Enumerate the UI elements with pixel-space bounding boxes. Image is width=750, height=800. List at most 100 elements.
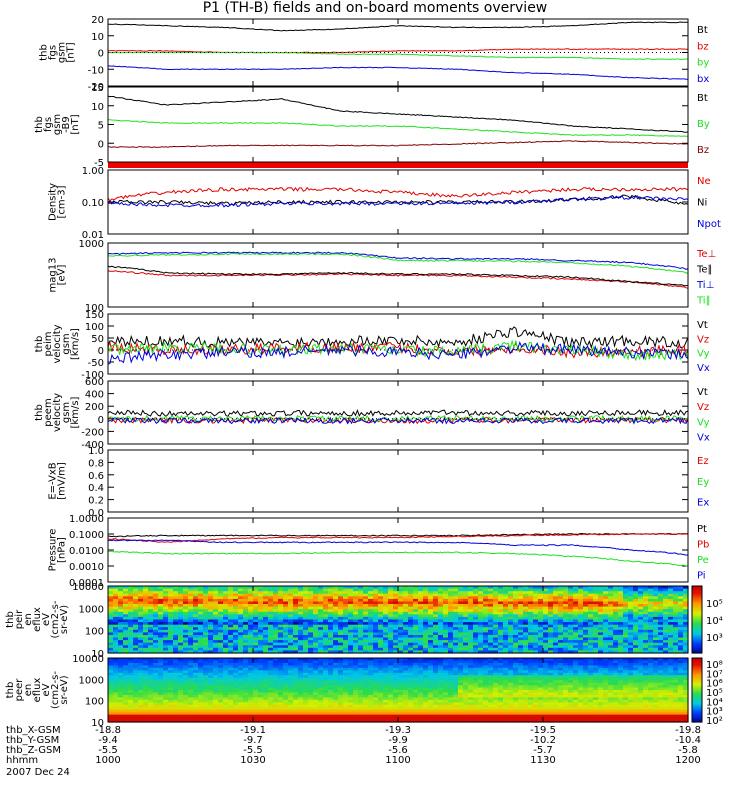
spectrogram-cell xyxy=(258,647,264,651)
spectrogram-cell xyxy=(158,596,164,600)
spectrogram-cell xyxy=(313,598,319,603)
spectrogram-cell xyxy=(313,614,319,618)
spectrogram-cell xyxy=(508,598,514,603)
spectrogram-cell xyxy=(538,596,544,600)
spectrogram-cell xyxy=(583,614,589,618)
spectrogram-cell xyxy=(108,707,114,711)
spectrogram-cell xyxy=(133,672,139,676)
spectrogram-cell xyxy=(638,622,644,626)
spectrogram-cell xyxy=(123,699,129,703)
spectrogram-cell xyxy=(378,640,384,644)
spectrogram-cell xyxy=(333,717,339,721)
spectrogram-cell xyxy=(288,717,294,721)
spectrogram-cell xyxy=(673,611,679,615)
spectrogram-cell xyxy=(598,616,604,621)
spectrogram-cell xyxy=(178,694,184,698)
spectrogram-cell xyxy=(183,702,189,706)
spectrogram-cell xyxy=(183,642,189,646)
spectrogram-cell xyxy=(218,719,224,723)
spectrogram-cell xyxy=(633,593,639,597)
spectrogram-cell xyxy=(248,622,254,626)
spectrogram-cell xyxy=(483,598,489,603)
spectrogram-cell xyxy=(243,665,249,669)
spectrogram-cell xyxy=(323,662,329,666)
spectrogram-cell xyxy=(413,665,419,669)
spectrogram-cell xyxy=(483,650,489,654)
spectrogram-cell xyxy=(433,702,439,706)
spectrogram-cell xyxy=(278,616,284,621)
spectrogram-cell xyxy=(608,606,614,610)
spectrogram-cell xyxy=(368,685,374,689)
spectrogram-cell xyxy=(328,606,334,610)
spectrogram-cell xyxy=(323,588,329,592)
spectrogram-cell xyxy=(268,627,274,631)
spectrogram-cell xyxy=(443,586,449,590)
spectrogram-cell xyxy=(148,627,154,631)
spectrogram-cell xyxy=(228,606,234,610)
spectrogram-cell xyxy=(463,632,469,636)
spectrogram-cell xyxy=(188,672,194,676)
spectrogram-cell xyxy=(263,616,269,621)
spectrogram-cell xyxy=(593,611,599,615)
spectrogram-cell xyxy=(163,714,169,718)
spectrogram-cell xyxy=(683,588,689,592)
spectrogram-cell xyxy=(143,591,149,595)
spectrogram-cell xyxy=(418,622,424,626)
spectrogram-cell xyxy=(288,707,294,711)
spectrogram-cell xyxy=(223,662,229,666)
spectrogram-cell xyxy=(638,637,644,641)
spectrogram-cell xyxy=(198,665,204,669)
spectrogram-cell xyxy=(503,629,509,633)
spectrogram-cell xyxy=(218,647,224,651)
spectrogram-cell xyxy=(313,692,319,696)
spectrogram-cell xyxy=(218,709,224,713)
spectrogram-cell xyxy=(618,635,624,639)
spectrogram-cell xyxy=(173,604,179,608)
spectrogram-cell xyxy=(543,624,549,628)
spectrogram-cell xyxy=(613,609,619,613)
panel-ylabel: gsm xyxy=(57,42,68,63)
spectrogram-cell xyxy=(528,640,534,644)
spectrogram-cell xyxy=(258,593,264,597)
spectrogram-cell xyxy=(518,637,524,641)
spectrogram-cell xyxy=(233,712,239,716)
spectrogram-cell xyxy=(138,609,144,613)
spectrogram-cell xyxy=(523,619,529,623)
spectrogram-cell xyxy=(643,593,649,597)
spectrogram-cell xyxy=(238,714,244,718)
spectrogram-cell xyxy=(523,614,529,618)
spectrogram-cell xyxy=(628,614,634,618)
spectrogram-cell xyxy=(433,640,439,644)
spectrogram-cell xyxy=(163,694,169,698)
spectrogram-cell xyxy=(453,596,459,600)
spectrogram-cell xyxy=(238,672,244,676)
spectrogram-cell xyxy=(473,637,479,641)
spectrogram-cell xyxy=(588,622,594,626)
spectrogram-cell xyxy=(473,601,479,605)
spectrogram-cell xyxy=(128,690,134,694)
spectrogram-cell xyxy=(308,687,314,691)
spectrogram-cell xyxy=(678,629,684,633)
spectrogram-cell xyxy=(203,593,209,597)
spectrogram-cell xyxy=(213,640,219,644)
spectrogram-cell xyxy=(328,665,334,669)
spectrogram-cell xyxy=(258,598,264,603)
spectrogram-cell xyxy=(648,593,654,597)
spectrogram-cell xyxy=(198,658,204,662)
spectrogram-cell xyxy=(208,692,214,696)
spectrogram-cell xyxy=(298,629,304,633)
spectrogram-cell xyxy=(183,588,189,592)
spectrogram-cell xyxy=(148,593,154,597)
spectrogram-cell xyxy=(263,677,269,681)
spectrogram-cell xyxy=(683,622,689,626)
spectrogram-cell xyxy=(273,709,279,713)
spectrogram-cell xyxy=(173,637,179,641)
spectrogram-cell xyxy=(593,635,599,639)
spectrogram-cell xyxy=(283,645,289,649)
spectrogram-cell xyxy=(413,662,419,666)
spectrogram-cell xyxy=(143,714,149,718)
spectrogram-cell xyxy=(168,637,174,641)
spectrogram-cell xyxy=(108,662,114,666)
spectrogram-cell xyxy=(558,609,564,613)
spectrogram-cell xyxy=(348,627,354,631)
